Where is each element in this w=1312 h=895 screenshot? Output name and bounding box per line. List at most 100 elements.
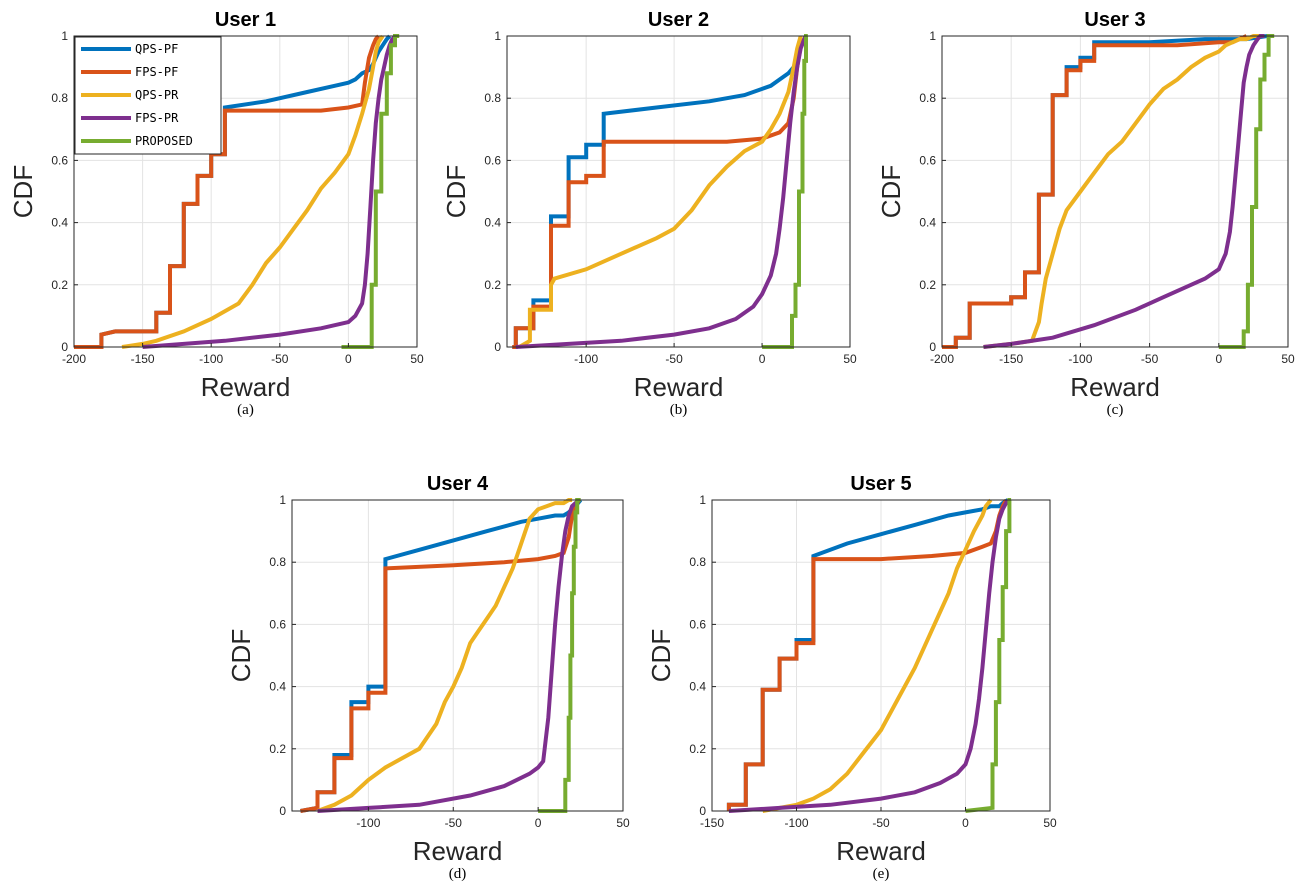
x-tick-label: -50	[872, 816, 890, 830]
x-tick-label: 50	[616, 816, 630, 830]
legend-entry-label: PROPOSED	[135, 134, 193, 148]
panel-sublabel: (b)	[670, 402, 688, 418]
x-tick-label: 0	[535, 816, 542, 830]
series-line-fps-pf	[300, 499, 581, 813]
x-tick-label: -100	[784, 816, 808, 830]
plot-area	[942, 36, 1288, 347]
y-tick-label: 0.6	[51, 153, 68, 167]
axes-box	[73, 35, 418, 348]
series-line-fps-pr	[728, 499, 1010, 813]
y-tick-label: 0.6	[689, 617, 706, 631]
panel-user-4: -100 -50 0 50 0 0.2 0.4 0.6 0.8 1 User 4 Reward CDF (…	[226, 473, 630, 882]
y-tick-label: 0.6	[269, 617, 286, 631]
x-axis-label: Reward	[1070, 372, 1160, 402]
y-tick-label: 1	[699, 493, 706, 507]
panel-title: User 2	[648, 9, 709, 31]
series-line-proposed	[1218, 34, 1275, 349]
y-tick-label: 0.2	[689, 742, 706, 756]
axes-box	[506, 35, 851, 348]
x-tick-label: -50	[445, 816, 463, 830]
series-line-fps-pr	[983, 34, 1265, 349]
panel-sublabel: (a)	[237, 402, 254, 418]
y-axis-label: CDF	[646, 629, 676, 682]
x-tick-label: -50	[271, 352, 289, 366]
series-line-qps-pr	[316, 498, 573, 813]
series-line-qps-pr	[121, 34, 385, 349]
y-tick-label: 0.4	[51, 216, 68, 230]
x-tick-label: -50	[1141, 352, 1159, 366]
y-tick-label: 0.2	[919, 278, 936, 292]
x-tick-label: -100	[199, 352, 223, 366]
y-tick-label: 0.8	[269, 555, 286, 569]
x-tick-label: 0	[962, 816, 969, 830]
series-line-fps-pf	[74, 34, 381, 349]
y-tick-label: 0.8	[51, 91, 68, 105]
series-line-qps-pr	[762, 498, 993, 813]
y-axis-label: CDF	[8, 165, 38, 218]
y-tick-label: 0.4	[689, 680, 706, 694]
legend-entry-label: FPS-PR	[135, 111, 179, 125]
x-tick-label: -150	[700, 816, 724, 830]
y-tick-label: 0.8	[919, 91, 936, 105]
x-tick-label: 50	[1043, 816, 1057, 830]
axes-box	[941, 35, 1289, 348]
y-axis-label: CDF	[226, 629, 256, 682]
y-tick-label: 0	[494, 340, 501, 354]
x-tick-label: -100	[574, 352, 598, 366]
axes-box	[291, 499, 624, 812]
x-tick-label: -150	[131, 352, 155, 366]
x-tick-label: 0	[759, 352, 766, 366]
y-tick-label: 1	[61, 29, 68, 43]
series-line-fps-pr	[515, 35, 808, 349]
x-tick-label: -100	[1068, 352, 1092, 366]
series-line-proposed	[965, 498, 1012, 813]
panel-user-5: -150 -100 -50 0 50 0 0.2 0.4 0.6 0.8 1 User 5 Reward…	[646, 473, 1057, 882]
y-tick-label: 0.4	[919, 216, 936, 230]
legend: QPS-PF FPS-PF QPS-PR FPS-PR PROPOSED	[74, 36, 222, 155]
x-axis-label: Reward	[201, 372, 291, 402]
panel-sublabel: (e)	[873, 866, 890, 882]
y-tick-label: 1	[929, 29, 936, 43]
y-tick-label: 0	[279, 804, 286, 818]
y-tick-label: 0.2	[51, 278, 68, 292]
series-line-fps-pr	[142, 34, 398, 349]
x-tick-label: -200	[930, 352, 954, 366]
x-tick-label: -50	[665, 352, 683, 366]
series-line-fps-pr	[317, 498, 581, 813]
series-line-proposed	[538, 498, 581, 813]
y-tick-label: 0.6	[919, 153, 936, 167]
series-line-proposed	[762, 34, 808, 349]
y-tick-label: 0	[929, 340, 936, 354]
legend-entry-label: QPS-PR	[135, 88, 179, 102]
x-tick-label: 0	[345, 352, 352, 366]
y-tick-label: 0.8	[689, 555, 706, 569]
panel-user-3: -200 -150 -100 -50 0 50 0 0.2 0.4 0.6 0.8 1 User 3 Re…	[876, 9, 1295, 418]
x-tick-label: 50	[1281, 352, 1295, 366]
y-tick-label: 0.6	[484, 153, 501, 167]
y-tick-label: 0.8	[484, 91, 501, 105]
series-line-qps-pr	[983, 34, 1261, 349]
series-line-fps-pf	[726, 499, 1008, 811]
y-tick-label: 1	[494, 29, 501, 43]
x-tick-label: 50	[410, 352, 424, 366]
x-axis-label: Reward	[634, 372, 724, 402]
x-axis-label: Reward	[413, 836, 503, 866]
y-tick-label: 0	[61, 340, 68, 354]
panel-title: User 5	[850, 473, 911, 495]
series-line-proposed	[341, 34, 400, 349]
y-tick-label: 0.4	[484, 216, 501, 230]
y-tick-label: 0.4	[269, 680, 286, 694]
legend-entry-label: QPS-PF	[135, 42, 178, 56]
panel-user-2: -100 -50 0 50 0 0.2 0.4 0.6 0.8 1 User 2 Reward CDF (…	[441, 9, 857, 418]
y-tick-label: 0	[699, 804, 706, 818]
x-axis-label: Reward	[836, 836, 926, 866]
panel-title: User 1	[215, 9, 276, 31]
x-tick-label: -200	[62, 352, 86, 366]
y-axis-label: CDF	[441, 165, 471, 218]
panel-sublabel: (c)	[1107, 402, 1124, 418]
x-tick-label: 0	[1215, 352, 1222, 366]
y-tick-label: 0.2	[269, 742, 286, 756]
panel-title: User 4	[427, 473, 489, 495]
series-line-fps-pf	[942, 34, 1248, 349]
